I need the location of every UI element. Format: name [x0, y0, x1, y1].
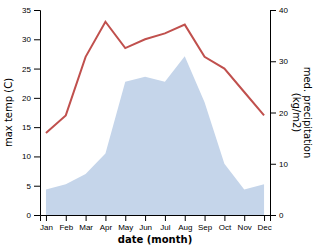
tick-label: 5 — [27, 182, 32, 191]
tick: 20 — [22, 94, 40, 103]
tick-mark — [34, 39, 40, 40]
tick: Oct — [219, 215, 232, 232]
plot: Jan Feb Mar Apr May Jun Jul Aug Sep Oct Nov Dec 0 5 10… — [3, 6, 313, 245]
tick-label: 20 — [22, 94, 31, 103]
tick-mark — [205, 215, 206, 221]
tick-mark — [34, 69, 40, 70]
tick-mark — [270, 113, 276, 114]
y-axis: 0 5 10 15 20 25 30 35 — [22, 6, 40, 220]
tick-label: Oct — [219, 223, 232, 232]
tick: Apr — [100, 215, 113, 232]
tick: Nov — [238, 215, 252, 232]
tick-mark — [185, 215, 186, 221]
tick: 40 — [270, 6, 288, 15]
tick-label: 30 — [279, 57, 288, 66]
tick-mark — [244, 215, 245, 221]
tick-mark — [34, 186, 40, 187]
tick: Mar — [79, 215, 93, 232]
x-axis-title: date (month) — [118, 234, 192, 245]
tick-mark — [270, 10, 276, 11]
tick: Jul — [160, 215, 170, 232]
tick-mark — [145, 215, 146, 221]
x-axis: Jan Feb Mar Apr May Jun Jul Aug Sep Oct Nov Dec — [40, 215, 272, 232]
y2-axis-title: med. precipitation(kg/m2) — [291, 67, 313, 159]
tick-label: May — [118, 223, 133, 232]
y-axis-title: max temp (C) — [3, 78, 14, 147]
tick: Aug — [178, 215, 192, 232]
y2-axis-title-line: (kg/m2) — [291, 93, 302, 133]
tick-label: Jun — [139, 223, 152, 232]
tick-mark — [34, 127, 40, 128]
tick: Jun — [139, 215, 152, 232]
tick: 0 — [27, 211, 40, 220]
tick: 20 — [270, 109, 288, 118]
chart: Jan Feb Mar Apr May Jun Jul Aug Sep Oct Nov Dec 0 5 10… — [0, 0, 318, 247]
axis-line — [34, 11, 41, 216]
tick-label: 40 — [279, 6, 288, 15]
tick: 25 — [22, 65, 40, 74]
axis-line — [271, 11, 277, 216]
tick-label: Nov — [238, 223, 252, 232]
tick-mark — [270, 164, 276, 165]
tick-mark — [270, 61, 276, 62]
tick-mark — [125, 215, 126, 221]
tick-label: 20 — [279, 109, 288, 118]
line — [46, 22, 264, 133]
tick: 30 — [22, 35, 40, 44]
tick-mark — [270, 215, 276, 216]
tick-label: Jan — [40, 223, 53, 232]
tick-mark — [105, 215, 106, 221]
tick: 10 — [22, 152, 40, 161]
axis-line — [41, 216, 271, 222]
tick-label: 0 — [279, 211, 284, 220]
tick: Sep — [198, 215, 213, 232]
tick-label: 0 — [27, 211, 32, 220]
tick-label: 10 — [22, 152, 31, 161]
tick-label: 30 — [22, 35, 31, 44]
tick: 0 — [270, 211, 284, 220]
tick-label: 15 — [22, 123, 31, 132]
tick: 30 — [270, 57, 288, 66]
tick-mark — [264, 215, 265, 221]
tick: 10 — [270, 160, 288, 169]
tick-mark — [46, 215, 47, 221]
tick-mark — [34, 10, 40, 11]
y2-axis: 0 10 20 30 40 — [270, 6, 288, 220]
tick-mark — [66, 215, 67, 221]
tick-mark — [34, 215, 40, 216]
y2-axis-title-line: med. precipitation — [302, 67, 313, 159]
tick-label: 35 — [22, 6, 31, 15]
tick-mark — [34, 156, 40, 157]
tick-label: Sep — [198, 223, 213, 232]
tick: 35 — [22, 6, 40, 15]
marks — [46, 22, 264, 215]
tick: Feb — [59, 215, 73, 232]
tick-mark — [165, 215, 166, 221]
tick-label: 25 — [22, 65, 31, 74]
tick-mark — [34, 98, 40, 99]
tick-label: Jul — [160, 223, 170, 232]
tick-label: Dec — [257, 223, 271, 232]
tick: Jan — [40, 215, 53, 232]
tick: 5 — [27, 182, 40, 191]
tick-mark — [86, 215, 87, 221]
tick-label: Mar — [79, 223, 93, 232]
tick-label: Aug — [178, 223, 192, 232]
tick: Dec — [257, 215, 271, 232]
tick-label: Apr — [100, 223, 113, 232]
tick-label: Feb — [59, 223, 73, 232]
tick-label: 10 — [279, 160, 288, 169]
tick: May — [118, 215, 133, 232]
tick-mark — [224, 215, 225, 221]
tick: 15 — [22, 123, 40, 132]
